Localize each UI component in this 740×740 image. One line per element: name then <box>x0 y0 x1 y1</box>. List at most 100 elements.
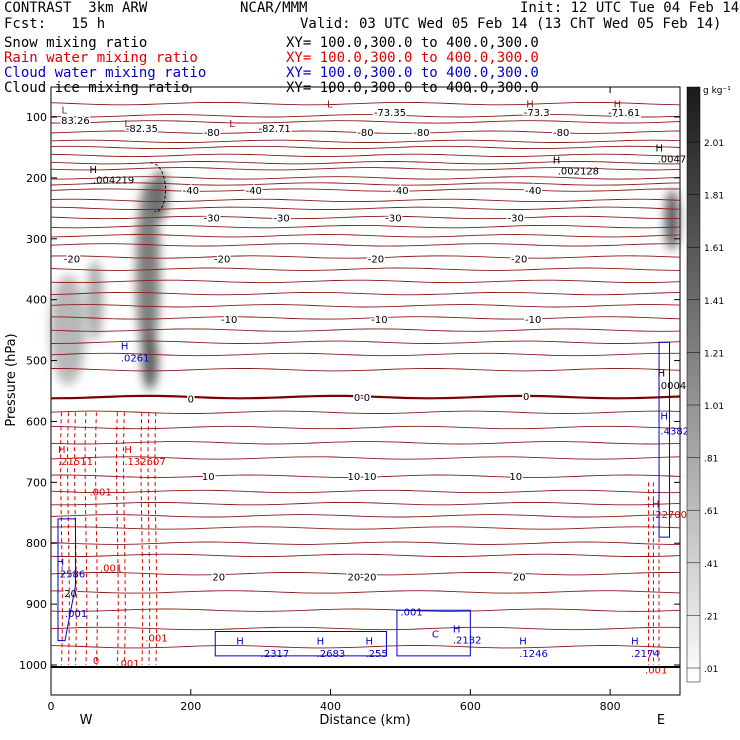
isotherm-line <box>51 442 680 444</box>
extremum-marker: H <box>89 165 97 176</box>
contour-label: -30 <box>385 213 401 224</box>
extremum-marker: H <box>124 445 132 456</box>
extremum-marker: .0261 <box>121 354 150 365</box>
contour-label: 20 <box>64 589 77 600</box>
y-tick-label: 700 <box>26 476 47 489</box>
extremum-marker: .001 <box>400 607 422 618</box>
colorbar-level-label: 1.61 <box>704 244 724 254</box>
contour-label: 0 <box>188 394 194 405</box>
y-tick-label: 100 <box>26 111 47 124</box>
contour-label: 20 <box>212 573 225 584</box>
temperature-extreme-label: -73.35 <box>374 108 406 119</box>
extremum-marker: L <box>124 119 130 130</box>
extremum-marker: .2586 <box>57 570 86 581</box>
colorbar-level-label: .21 <box>704 612 718 622</box>
contour-label: -10 <box>525 315 541 326</box>
contour-label: -80 <box>357 128 373 139</box>
x-tick-label: 0 <box>48 700 55 713</box>
colorbar-ramp <box>687 87 700 682</box>
extremum-marker: H <box>519 637 527 648</box>
extremum-marker: .2317 <box>261 649 290 660</box>
isotherm-line <box>51 154 680 156</box>
extremum-marker: .2132 <box>453 635 482 646</box>
extremum-marker: 0 <box>93 656 99 667</box>
extremum-marker: H <box>57 557 65 568</box>
extremum-marker: H <box>317 637 325 648</box>
y-tick-label: 800 <box>26 537 47 550</box>
extremum-marker: H <box>453 624 461 635</box>
y-tick-label: 400 <box>26 294 47 307</box>
colorbar-level-label: .41 <box>704 560 718 570</box>
isotherm-line <box>51 490 680 492</box>
isotherm-line <box>51 515 680 517</box>
contour-label: -20 <box>511 254 527 265</box>
y-tick-label: 1000 <box>19 659 47 672</box>
isotherm-line <box>51 527 680 529</box>
contour-label: 0 <box>523 392 529 403</box>
isotherm-line <box>51 121 680 123</box>
extremum-marker: H <box>660 411 668 422</box>
east-label: E <box>657 713 665 728</box>
extremum-marker: .2174 <box>631 649 660 660</box>
x-axis-title: Distance (km) <box>319 713 410 728</box>
contour-label: -20 <box>64 254 80 265</box>
extremum-marker: H <box>526 100 534 111</box>
extremum-marker: .001 <box>65 609 87 620</box>
colorbar-level-label: 1.81 <box>704 192 724 202</box>
west-label: W <box>80 713 93 728</box>
isotherm-line <box>51 627 680 629</box>
contour-label: 20 <box>513 573 526 584</box>
rain-contour-line <box>155 412 157 665</box>
extremum-marker: H <box>658 369 666 380</box>
extremum-marker: H <box>236 637 244 648</box>
temperature-extreme-label: 83.26 <box>61 116 90 127</box>
colorbar-level-label: 1.41 <box>704 297 724 307</box>
contour-label: 0-0 <box>354 393 370 404</box>
contour-label: -40 <box>392 186 408 197</box>
extremum-marker: H <box>553 156 561 167</box>
y-tick-label: 300 <box>26 233 47 246</box>
extremum-marker: H <box>614 100 622 111</box>
extremum-marker: L <box>61 106 67 117</box>
contour-label: -20 <box>368 254 384 265</box>
isotherm-line <box>51 146 680 148</box>
extremum-marker: .001 <box>117 659 139 670</box>
x-tick-label: 800 <box>600 700 621 713</box>
extremum-marker: .001 <box>100 564 122 575</box>
isotherm-line <box>51 162 680 164</box>
extremum-marker: .004219 <box>93 176 134 187</box>
extremum-marker: H <box>656 143 664 154</box>
extremum-marker: .002128 <box>558 167 599 178</box>
extremum-marker: .2683 <box>317 649 346 660</box>
colorbar-level-label: 1.01 <box>704 402 724 412</box>
extremum-marker: .001 <box>145 634 167 645</box>
isotherm-line <box>51 609 680 611</box>
contour-label: 10-10 <box>347 472 376 483</box>
rain-contour-line <box>148 412 150 665</box>
y-tick-label: 200 <box>26 172 47 185</box>
extremum-marker: .001 <box>89 487 111 498</box>
extremum-marker: L <box>229 119 235 130</box>
extremum-marker: L <box>327 100 333 111</box>
rain-contour-line <box>141 412 143 665</box>
contour-label: -20 <box>214 254 230 265</box>
contour-label: -80 <box>553 128 569 139</box>
contour-label: -40 <box>246 186 262 197</box>
extremum-marker: H <box>652 500 660 511</box>
colorbar-unit: g kg⁻¹ <box>703 86 731 96</box>
contour-label: -30 <box>273 213 289 224</box>
colorbar: g kg⁻¹ .01.21.41.61.811.011.211.411.611.… <box>687 86 731 682</box>
isotherm-line <box>51 502 680 504</box>
colorbar-level-label: 2.01 <box>704 139 724 149</box>
contour-label: 10 <box>509 472 522 483</box>
contour-label: -40 <box>183 186 199 197</box>
extremum-marker: H <box>631 637 639 648</box>
isotherm-line <box>51 426 680 428</box>
extremum-marker: .21511 <box>58 457 93 468</box>
x-tick-label: 200 <box>180 700 201 713</box>
extremum-marker: .4382 <box>660 427 689 438</box>
extremum-marker: .255 <box>366 649 388 660</box>
isotherm-line <box>51 140 680 142</box>
colorbar-level-label: .61 <box>704 507 718 517</box>
x-tick-label: 400 <box>320 700 341 713</box>
